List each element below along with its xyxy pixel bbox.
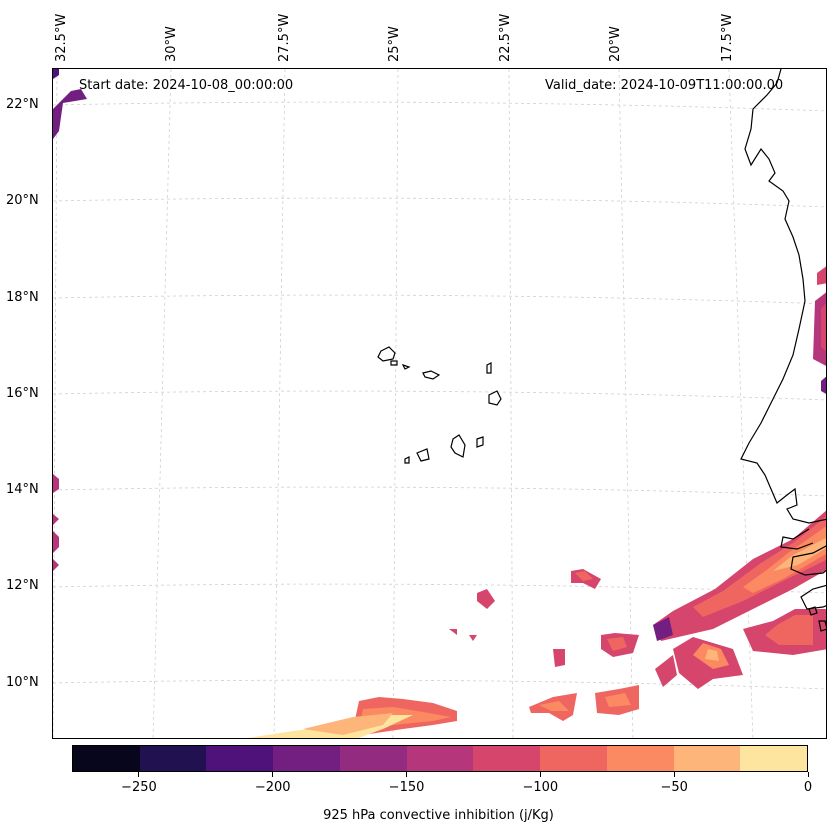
cin-region xyxy=(53,69,59,79)
cin-region xyxy=(553,649,565,667)
colorbar-tick xyxy=(406,772,408,777)
colorbar-segment xyxy=(139,746,207,771)
coastline xyxy=(377,69,826,632)
island xyxy=(390,360,398,366)
cin-region xyxy=(821,376,826,394)
island xyxy=(450,434,466,458)
cin-region xyxy=(655,655,677,687)
colorbar-segment xyxy=(673,746,741,771)
cin-region xyxy=(765,615,813,645)
parallel xyxy=(53,197,826,208)
cin-region xyxy=(53,514,59,525)
lat-label: 18°N xyxy=(6,290,39,305)
colorbar-tick xyxy=(138,772,140,777)
parallel xyxy=(53,486,826,497)
cin-region xyxy=(449,629,457,635)
map-panel xyxy=(52,68,827,739)
cin-region xyxy=(607,637,627,651)
colorbar-segment xyxy=(406,746,474,771)
colorbar-tick xyxy=(673,772,675,777)
colorbar-tick-label: −150 xyxy=(388,780,425,795)
cin-region xyxy=(53,89,87,139)
cin-region xyxy=(773,538,826,571)
colorbar-tick-label: −100 xyxy=(522,780,559,795)
island xyxy=(416,448,430,462)
africa-coast xyxy=(740,69,826,524)
colorbar-segment xyxy=(206,746,274,771)
africa-coast xyxy=(780,528,814,550)
island xyxy=(476,436,484,448)
island xyxy=(404,456,410,464)
colorbar-segment xyxy=(339,746,407,771)
cin-region xyxy=(821,303,826,352)
colorbar-segment xyxy=(473,746,541,771)
meridian xyxy=(53,69,58,738)
colorbar-tick xyxy=(272,772,274,777)
colorbar-tick-label: −250 xyxy=(121,780,157,795)
cin-region xyxy=(653,617,673,641)
island xyxy=(488,390,502,406)
parallel xyxy=(53,390,826,401)
colorbar-segment xyxy=(740,746,808,771)
lon-label: 30°W xyxy=(164,26,179,62)
lon-label: 20°W xyxy=(608,26,623,62)
colorbar-tick xyxy=(539,772,541,777)
cin-region xyxy=(743,526,826,593)
colorbar-tick xyxy=(807,772,809,777)
lat-label: 22°N xyxy=(6,97,39,112)
colorbar-segment xyxy=(606,746,674,771)
africa-coast xyxy=(800,584,826,610)
lon-label: 25°W xyxy=(387,26,402,62)
colorbar-segment xyxy=(273,746,340,771)
lon-label: 22.5°W xyxy=(498,13,513,62)
map-canvas xyxy=(53,69,826,738)
colorbar-tick-label: −50 xyxy=(660,780,688,795)
lon-label: 32.5°W xyxy=(54,13,69,62)
cin-region xyxy=(575,571,593,581)
lon-label: 17.5°W xyxy=(720,13,735,62)
colorbar-tick-label: −200 xyxy=(254,780,291,795)
island xyxy=(422,370,441,380)
graticule xyxy=(53,69,826,738)
cin-region xyxy=(477,589,495,609)
cin-region xyxy=(53,474,59,493)
cin-region xyxy=(817,266,826,285)
start-date-label: Start date: 2024-10-08_00:00:00 xyxy=(79,78,294,93)
colorbar-label: 925 hPa convective inhibition (j/Kg) xyxy=(323,808,554,823)
island xyxy=(818,620,826,632)
cin-region xyxy=(705,649,719,661)
parallel xyxy=(53,101,826,112)
lat-label: 10°N xyxy=(6,675,39,690)
colorbar-segment xyxy=(73,746,140,771)
meridian xyxy=(392,69,399,738)
lat-label: 12°N xyxy=(6,578,39,593)
cin-contours xyxy=(53,69,826,738)
meridian xyxy=(618,69,634,738)
lon-label: 27.5°W xyxy=(277,13,292,62)
island xyxy=(486,362,492,374)
island xyxy=(377,346,396,362)
lat-label: 16°N xyxy=(6,386,39,401)
parallel xyxy=(53,679,826,690)
cin-region xyxy=(53,531,59,553)
island xyxy=(808,606,818,616)
lat-label: 20°N xyxy=(6,193,39,208)
parallel xyxy=(53,294,826,305)
cin-region xyxy=(53,559,59,571)
cin-region xyxy=(303,713,393,735)
cin-region xyxy=(693,516,826,617)
meridian xyxy=(508,69,514,738)
meridian xyxy=(273,69,286,738)
colorbar-segment xyxy=(540,746,607,771)
cin-region xyxy=(605,693,631,707)
lat-label: 14°N xyxy=(6,482,39,497)
island xyxy=(401,363,411,370)
meridian xyxy=(152,69,172,738)
africa-coast xyxy=(790,545,826,576)
cin-region xyxy=(469,635,477,641)
colorbar-tick-label: 0 xyxy=(803,780,813,795)
colorbar xyxy=(72,745,808,772)
cin-region xyxy=(539,701,569,711)
valid-date-label: Valid_date: 2024-10-09T11:00:00.00 xyxy=(545,78,784,93)
